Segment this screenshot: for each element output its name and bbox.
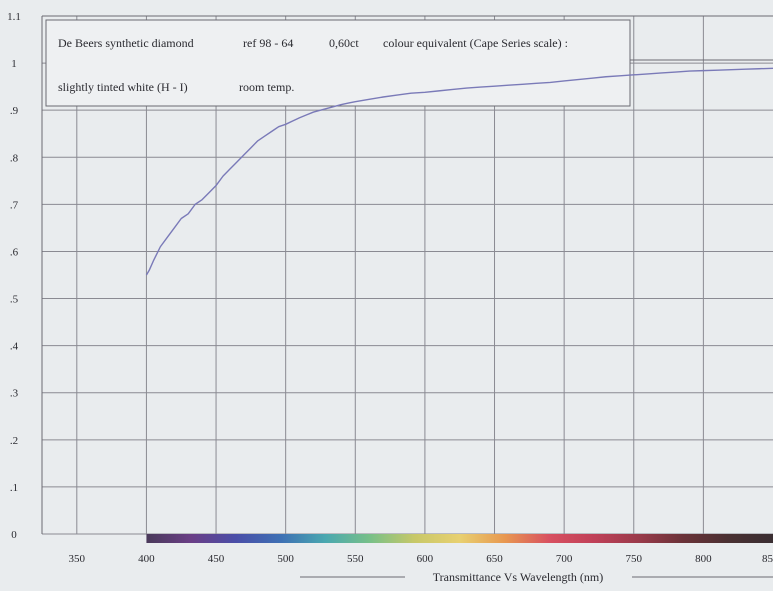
annotation-box — [45, 19, 631, 107]
x-tick-label: 500 — [277, 553, 294, 565]
y-tick-label: .3 — [10, 388, 19, 400]
x-tick-label: 350 — [69, 553, 86, 565]
annotation-weight: 0,60ct — [329, 36, 359, 50]
annotation-colour: colour equivalent (Cape Series scale) : — [383, 36, 568, 50]
y-tick-label: 1.1 — [7, 11, 21, 23]
annotation-ref: ref 98 - 64 — [243, 36, 293, 50]
y-tick-label: .2 — [10, 435, 18, 447]
series-group — [145, 67, 773, 276]
x-tick-label: 750 — [626, 553, 643, 565]
x-tick-label: 550 — [347, 553, 364, 565]
y-tick-label: .1 — [10, 482, 18, 494]
y-tick-labels: 0 .1 .2 .3 .4 .5 .6 .7 .8 .9 1 1.1 — [7, 11, 21, 541]
x-tick-label: 400 — [138, 553, 155, 565]
x-tick-label: 450 — [208, 553, 225, 565]
annotation-sample: De Beers synthetic diamond — [58, 36, 194, 50]
y-tick-label: .9 — [10, 105, 19, 117]
spectrum-gradient — [146, 534, 773, 543]
y-tick-label: .4 — [10, 341, 19, 353]
y-tick-label: .5 — [10, 294, 19, 306]
series-line — [145, 67, 773, 276]
annotation-temp: room temp. — [239, 80, 294, 94]
y-tick-label: .6 — [10, 246, 19, 258]
y-tick-label: 0 — [11, 529, 17, 541]
x-tick-label: 800 — [695, 553, 712, 565]
x-tick-label: 600 — [417, 553, 434, 565]
spectrum-bar — [146, 534, 773, 543]
annotation-grade: slightly tinted white (H - I) — [58, 80, 188, 94]
y-tick-label: .7 — [10, 199, 19, 211]
y-tick-label: .8 — [10, 152, 19, 164]
x-tick-label: 700 — [556, 553, 573, 565]
x-tick-labels: 350 400 450 500 550 600 650 700 750 800 85 — [69, 553, 773, 565]
x-tick-label: 650 — [486, 553, 503, 565]
x-tick-label: 85 — [762, 553, 773, 565]
y-tick-label: 1 — [11, 58, 17, 70]
x-axis-label: Transmittance Vs Wavelength (nm) — [433, 570, 603, 584]
